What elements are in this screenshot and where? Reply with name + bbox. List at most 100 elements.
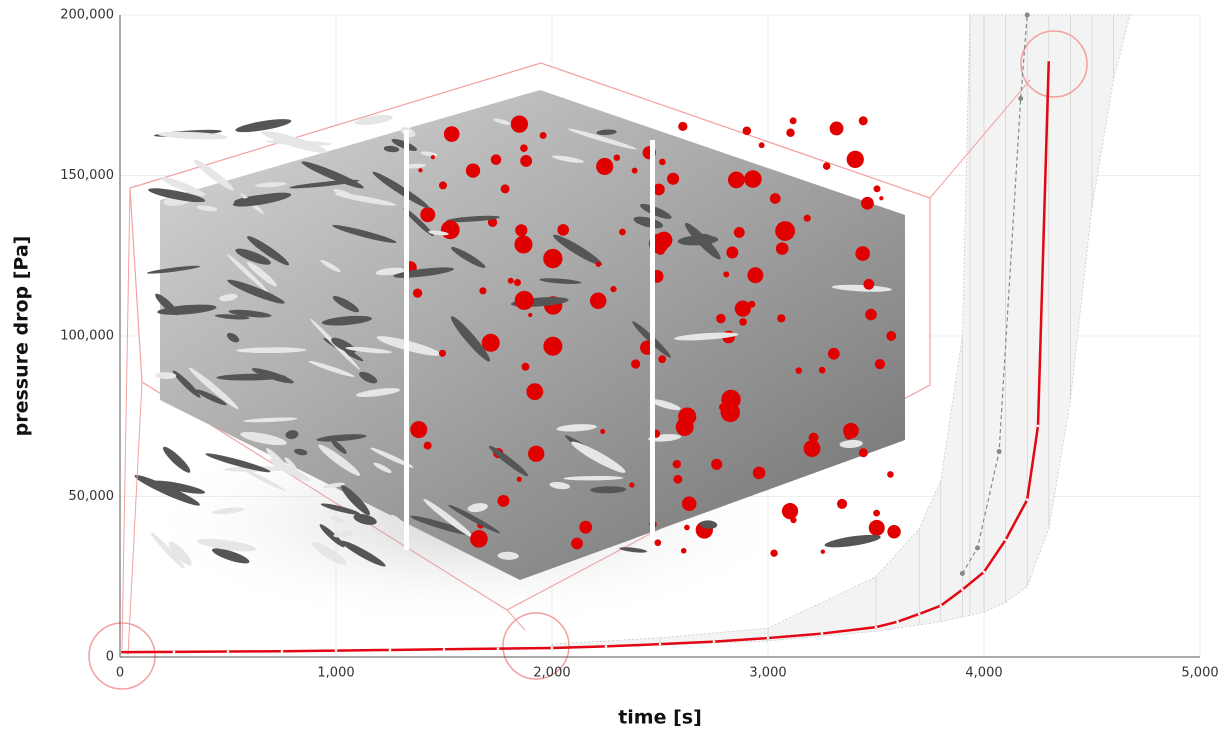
uncertainty-band: [551, 14, 1131, 649]
particle: [873, 509, 880, 517]
particle: [829, 121, 844, 136]
fiber: [236, 347, 307, 354]
particle: [481, 333, 500, 352]
x-tick-label: 0: [116, 666, 124, 681]
fiber: [227, 254, 268, 292]
particle: [734, 300, 751, 317]
fiber: [212, 507, 245, 515]
fiber: [243, 417, 298, 423]
fiber: [590, 486, 627, 494]
particle: [758, 142, 765, 149]
highlight: [88, 622, 156, 690]
fiber: [341, 485, 370, 516]
particle: [631, 359, 641, 369]
cut-line: [650, 140, 655, 540]
particle: [514, 235, 533, 254]
fiber: [301, 161, 364, 189]
point: [961, 588, 964, 591]
fiber: [673, 332, 739, 341]
particle: [843, 422, 859, 439]
particle: [795, 367, 803, 374]
particle: [658, 355, 667, 364]
point: [604, 645, 608, 648]
fiber: [269, 458, 311, 482]
fiber: [446, 215, 501, 223]
particle: [820, 549, 826, 554]
particle: [528, 445, 545, 462]
fiber: [639, 203, 672, 219]
particle: [861, 196, 874, 210]
connector: [127, 381, 143, 656]
fiber: [226, 332, 240, 343]
particle: [465, 163, 481, 178]
fiber: [699, 520, 718, 529]
fiber: [451, 246, 486, 268]
particle: [440, 220, 460, 240]
fiber: [489, 445, 529, 477]
particle: [742, 126, 752, 136]
particle: [865, 308, 877, 321]
particle: [520, 144, 528, 153]
particle: [514, 290, 534, 310]
particle: [579, 520, 593, 534]
particle: [655, 231, 673, 249]
particle: [659, 158, 666, 166]
y-tick-label: 100,000: [60, 329, 114, 344]
fiber: [403, 163, 427, 169]
fiber: [294, 448, 308, 456]
particle: [438, 349, 447, 357]
fiber: [340, 540, 386, 567]
series-line: [119, 59, 1051, 654]
point: [874, 625, 878, 629]
fiber: [633, 216, 664, 229]
particle: [770, 549, 778, 557]
fiber: [333, 530, 355, 538]
particle: [887, 525, 901, 539]
fiber: [195, 389, 227, 406]
particle: [418, 168, 423, 173]
fiber: [246, 261, 277, 287]
particle: [528, 312, 533, 318]
fiber: [172, 370, 201, 398]
particle: [887, 471, 894, 478]
fiber: [403, 207, 434, 237]
point: [280, 649, 284, 653]
particle: [510, 115, 529, 133]
particle: [855, 246, 871, 261]
particle: [781, 502, 799, 520]
particle: [747, 267, 764, 284]
particle: [720, 402, 741, 423]
fiber: [677, 235, 719, 246]
particle: [596, 157, 614, 176]
fiber: [193, 159, 234, 191]
fiber: [370, 447, 414, 468]
fiber: [285, 430, 299, 440]
particle: [412, 288, 423, 298]
particle: [595, 261, 601, 267]
particle: [543, 336, 563, 356]
particle: [543, 248, 563, 269]
particle: [497, 494, 510, 507]
particle: [487, 217, 498, 227]
fiber: [320, 503, 360, 515]
fiber: [354, 115, 393, 126]
point: [1024, 12, 1030, 18]
fiber: [568, 128, 637, 150]
fiber: [332, 225, 397, 243]
point: [1018, 95, 1024, 101]
particle: [858, 448, 868, 458]
point: [896, 620, 899, 623]
point: [1036, 424, 1040, 428]
particle: [868, 519, 885, 536]
particle: [521, 362, 530, 371]
fiber: [330, 515, 346, 524]
highlight: [1020, 30, 1088, 98]
particle: [716, 313, 726, 324]
fiber: [345, 346, 392, 354]
y-axis-label: pressure drop [Pa]: [11, 236, 33, 437]
particle: [613, 154, 621, 161]
fiber: [321, 315, 373, 326]
fiber: [322, 482, 345, 489]
fiber: [824, 534, 881, 548]
